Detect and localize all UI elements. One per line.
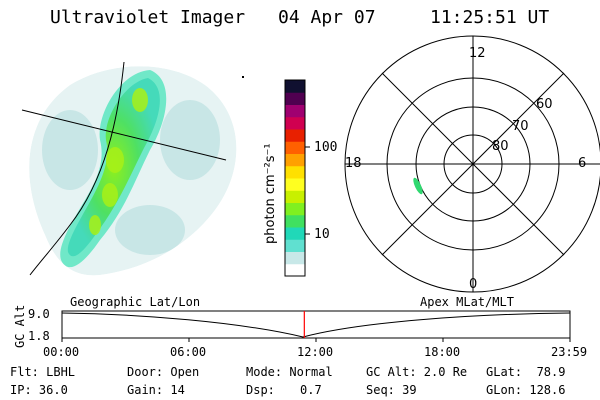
status-gain: Gain: 14	[127, 383, 185, 397]
status-gc-alt: GC Alt: 2.0 Re	[366, 365, 468, 379]
colorbar-tick-10: 10	[314, 227, 330, 242]
colorbar	[285, 80, 305, 277]
colorbar-segment	[285, 165, 305, 179]
time-label: 11:25:51 UT	[430, 7, 550, 28]
polar-plot	[344, 35, 600, 293]
status-glat: GLat: 78.9	[486, 365, 566, 379]
status-door: Door: Open	[127, 365, 200, 379]
timeline-xtick-0600: 06:00	[170, 345, 207, 359]
uv-image	[29, 66, 237, 276]
colorbar-segment	[285, 178, 305, 191]
colorbar-segment	[285, 129, 305, 142]
status-dsp-label: Dsp:	[246, 383, 275, 397]
colorbar-segment	[285, 104, 305, 118]
colorbar-frame	[284, 79, 306, 277]
colorbar-segment	[285, 227, 305, 240]
date-label: 04 Apr 07	[278, 7, 376, 28]
timeline-plot	[61, 310, 571, 342]
colorbar-ticks	[305, 146, 310, 235]
status-filter: Flt: LBHL	[10, 365, 76, 379]
colorbar-segment	[285, 153, 305, 167]
timeline-xtick-2359: 23:59	[551, 345, 588, 359]
colorbar-segment	[285, 92, 305, 105]
status-mode: Mode: Normal	[246, 365, 333, 379]
instrument-title: Ultraviolet Imager	[50, 7, 246, 28]
image-speck	[242, 76, 244, 78]
colorbar-segment	[285, 202, 305, 216]
timeline-xtick-0000: 00:00	[43, 345, 80, 359]
status-dsp-value: 0.7	[300, 383, 322, 397]
timeline-ytick-1-8: 1.8	[28, 329, 50, 343]
mlt-label-6: 6	[578, 156, 587, 171]
lat-label-80: 80	[492, 139, 509, 154]
aurora-band	[60, 70, 167, 268]
colorbar-segment	[285, 239, 305, 252]
timeline-axis-label: GC Alt	[13, 304, 27, 348]
colorbar-unit-label: photon cm⁻²s⁻¹	[263, 143, 278, 244]
image-grid-lines	[21, 61, 227, 276]
lat-label-70: 70	[512, 119, 529, 134]
timeline-xtick-1200: 12:00	[297, 345, 334, 359]
colorbar-segment	[285, 80, 305, 93]
polar-aurora-spot	[413, 177, 423, 195]
colorbar-segment	[285, 214, 305, 228]
colorbar-segment	[285, 141, 305, 154]
mlt-label-12: 12	[469, 46, 486, 61]
colorbar-segment	[285, 190, 305, 203]
colorbar-segment	[285, 116, 305, 130]
colorbar-segment	[285, 263, 305, 277]
timeline-left-title: Geographic Lat/Lon	[70, 295, 201, 309]
altitude-curve	[61, 312, 571, 338]
timeline-ytick-9: 9.0	[28, 307, 50, 321]
timeline-xtick-1800: 18:00	[424, 345, 461, 359]
mlt-label-0: 0	[469, 277, 478, 292]
colorbar-tick-100: 100	[314, 140, 338, 155]
timeline-right-title: Apex MLat/MLT	[420, 295, 514, 309]
status-ip: IP: 36.0	[10, 383, 68, 397]
mlt-label-18: 18	[345, 156, 362, 171]
status-seq: Seq: 39	[366, 383, 417, 397]
status-glon: GLon: 128.6	[486, 383, 566, 397]
lat-label-60: 60	[536, 97, 553, 112]
colorbar-segment	[285, 251, 305, 265]
